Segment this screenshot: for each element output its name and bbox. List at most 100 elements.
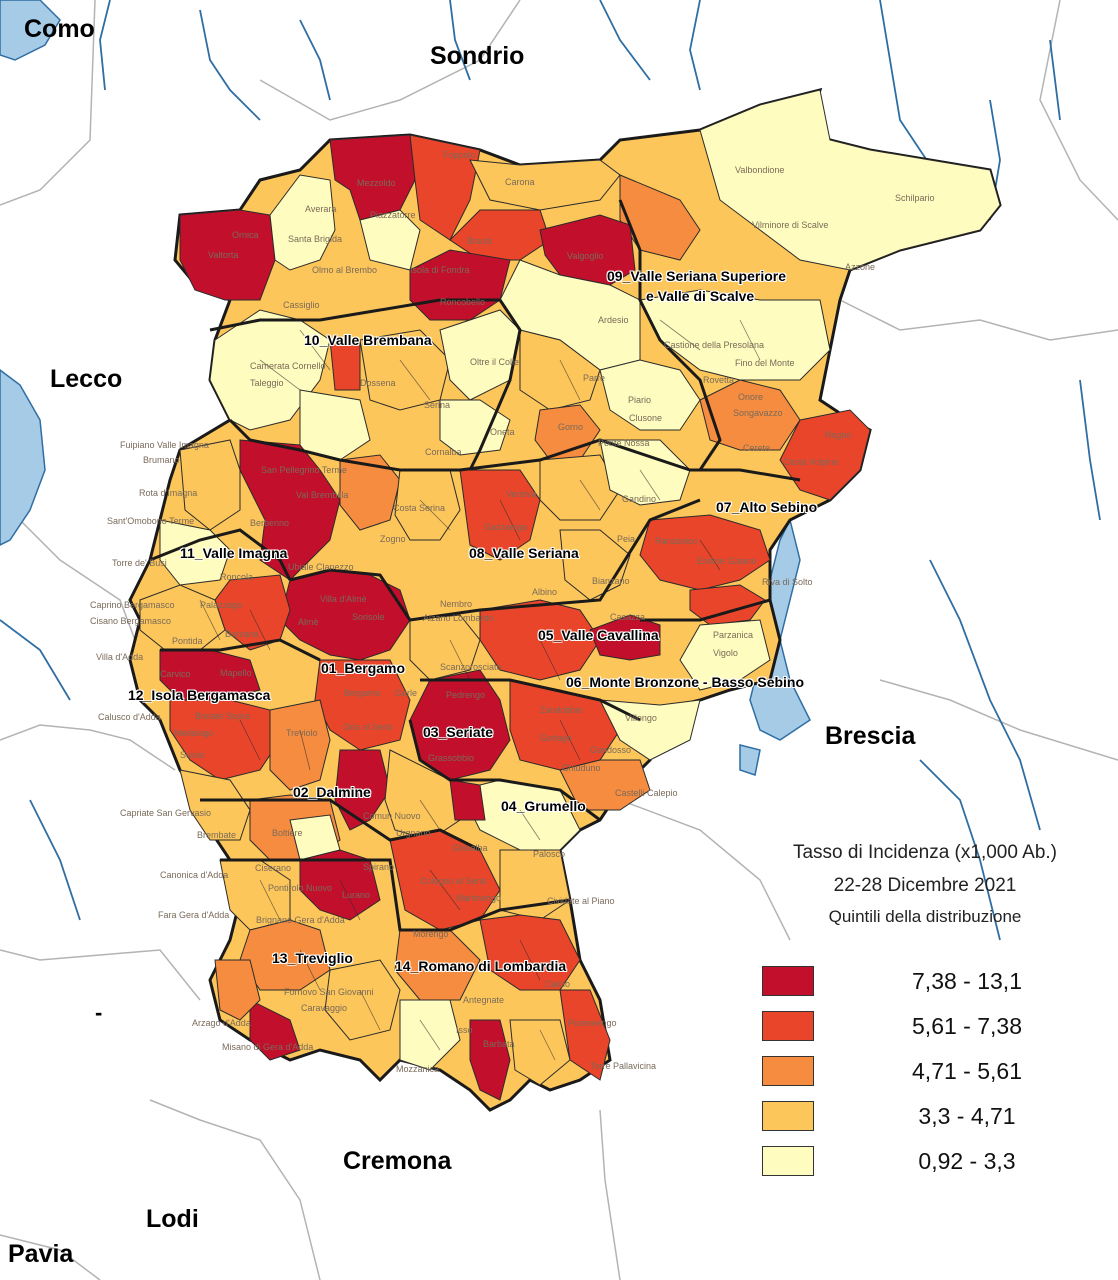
muni-label: Fornovo San Giovanni xyxy=(284,987,374,997)
muni-label: Martinengo xyxy=(456,893,502,903)
muni-label: Bonate Sopra xyxy=(195,711,251,721)
muni-label: Carvico xyxy=(160,669,191,679)
district-label-09a: 09_Valle Seriana Superiore xyxy=(607,268,786,284)
muni-label: Villa d'Adda xyxy=(96,652,144,662)
muni-label: Val Brembilla xyxy=(296,490,349,500)
province-label-cremona: Cremona xyxy=(343,1147,452,1175)
legend-item: 5,61 - 7,38 xyxy=(762,1011,1102,1041)
muni-label: Oltre il Colle xyxy=(470,357,520,367)
district-polygons xyxy=(128,87,1002,1112)
muni-label: Valtorta xyxy=(208,250,239,260)
muni-label: Barzana xyxy=(225,629,259,639)
legend-item: 7,38 - 13,1 xyxy=(762,966,1102,996)
legend-range-label: 0,92 - 3,3 xyxy=(918,1148,1016,1174)
muni-label: Bergamo xyxy=(344,688,381,698)
muni-label: Barbata xyxy=(483,1039,515,1049)
muni-label: Azzone xyxy=(845,262,876,272)
muni-label: Mezzoldo xyxy=(357,178,396,188)
muni-label: Grassobbio xyxy=(428,753,475,763)
muni-label: Parre xyxy=(583,373,606,383)
muni-label: Piazzatorre xyxy=(370,210,416,220)
province-label-sondrio: Sondrio xyxy=(430,42,525,70)
district-label-02: 02_Dalmine xyxy=(293,784,371,800)
province-label-brescia: Brescia xyxy=(825,722,916,750)
district-label-01: 01_Bergamo xyxy=(321,660,406,676)
muni-label: Ornica xyxy=(232,230,259,240)
muni-label: Cassiglio xyxy=(283,300,320,310)
muni-label: Serina xyxy=(424,400,451,410)
muni-label: Torre de' Busi xyxy=(112,558,167,568)
muni-label: Medolago xyxy=(174,728,214,738)
muni-label: Fara Gera d'Adda xyxy=(158,910,230,920)
muni-label: Castione della Presolana xyxy=(664,340,765,350)
muni-label: Rovetta xyxy=(703,375,735,385)
muni-label: Lurano xyxy=(342,890,371,900)
lakes xyxy=(0,0,811,776)
legend-subtitle: Quintili della distribuzione xyxy=(828,907,1022,926)
muni-label: Chiuduno xyxy=(562,763,601,773)
muni-label: Carona xyxy=(505,177,535,187)
muni-label: Caprino Bergamasco xyxy=(90,600,175,610)
muni-label: Olmo al Brembo xyxy=(312,265,378,275)
muni-label: Gorle xyxy=(395,688,418,698)
district-label-12: 12_Isola Bergamasca xyxy=(128,687,271,703)
muni-label: Cisano Bergamasco xyxy=(90,616,172,626)
muni-label: Isso xyxy=(456,1025,473,1035)
muni-label: Foppolo xyxy=(443,150,476,160)
district-label-13: 13_Treviglio xyxy=(272,950,353,966)
muni-label: Treviolo xyxy=(286,728,318,738)
municipal-grid xyxy=(199,319,761,1061)
muni-label: Schilpario xyxy=(895,193,935,203)
muni-label: Taleggio xyxy=(250,378,284,388)
district-label-07: 07_Alto Sebino xyxy=(716,499,818,515)
province-label-como: Como xyxy=(24,15,95,43)
muni-label: Gorno xyxy=(558,422,584,432)
legend-swatch xyxy=(762,1056,814,1086)
muni-label: Pontida xyxy=(172,636,203,646)
district-label-10: 10_Valle Brembana xyxy=(304,332,432,348)
muni-label: Roncobello xyxy=(440,297,486,307)
muni-label: Averara xyxy=(305,204,337,214)
muni-label: Songavazzo xyxy=(733,408,783,418)
district-label-14: 14_Romano di Lombardia xyxy=(395,958,567,974)
muni-label: Ardesio xyxy=(598,315,629,325)
muni-label: Vilminore di Scalve xyxy=(752,220,829,230)
muni-label: Scanzorosciate xyxy=(440,662,502,672)
district-label-11: 11_Valle Imagna xyxy=(180,545,288,561)
muni-label: Ubiale Clanezzo xyxy=(288,562,354,572)
district-label-08: 08_Valle Seriana xyxy=(469,545,579,561)
muni-label: Spirano xyxy=(363,862,395,872)
muni-label: Suisio xyxy=(180,750,205,760)
muni-label: Riva di Solto xyxy=(762,577,813,587)
muni-label: Morengo xyxy=(413,929,449,939)
muni-label: Rogno xyxy=(825,430,852,440)
map-dash-mark: - xyxy=(95,1000,103,1025)
legend-range-label: 4,71 - 5,61 xyxy=(912,1058,1022,1084)
legend-title: Tasso di Incidenza (x1,000 Ab.) xyxy=(792,842,1058,863)
muni-label: Palosco xyxy=(533,849,566,859)
legend-item: 4,71 - 5,61 xyxy=(762,1056,1102,1086)
district-label-06: 06_Monte Bronzone - Basso Sebino xyxy=(566,674,805,690)
muni-label: Cividate al Piano xyxy=(547,896,615,906)
muni-label: Cologno al Serio xyxy=(420,876,487,886)
muni-label: Almè xyxy=(298,617,319,627)
muni-label: Santa Brigida xyxy=(288,234,343,244)
muni-label: Pedrengo xyxy=(446,690,486,700)
muni-label: Orio al Serio xyxy=(343,722,394,732)
muni-label: Valgoglio xyxy=(567,251,604,261)
muni-label: Villa d'Almè xyxy=(320,594,367,604)
muni-label: Sant'Omobono Terme xyxy=(107,516,195,526)
muni-label: Costa Volpino xyxy=(783,457,839,467)
muni-label: Mozzanica xyxy=(396,1064,440,1074)
muni-label: Dossena xyxy=(360,378,396,388)
muni-label: Branzi xyxy=(467,236,493,246)
muni-label: Peia xyxy=(617,534,636,544)
muni-label: Zandobbio xyxy=(540,705,583,715)
muni-label: Vertova xyxy=(506,489,537,499)
district-label-05: 05_Valle Cavallina xyxy=(538,627,659,643)
muni-label: Ponte Nossa xyxy=(598,438,650,448)
muni-label: Costa Serina xyxy=(393,503,446,513)
muni-label: Brembate xyxy=(197,830,237,840)
province-label-lecco: Lecco xyxy=(50,365,123,393)
